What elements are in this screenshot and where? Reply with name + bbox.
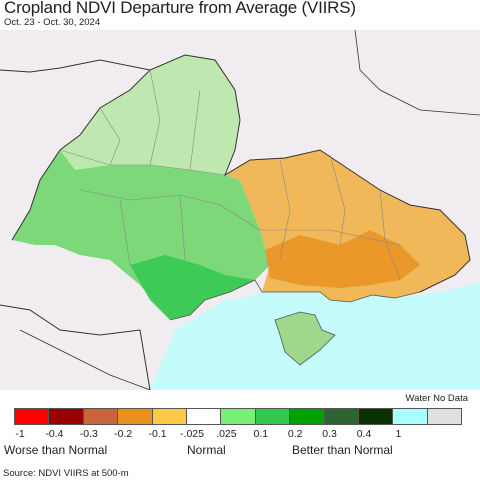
legend-swatch: [426, 408, 463, 425]
crimea: [275, 312, 335, 365]
legend-swatch: [14, 408, 50, 425]
neighbor-border-4: [354, 30, 480, 116]
legend-swatch: [151, 408, 187, 425]
legend-tick-label: 0.2: [287, 428, 303, 440]
oblast-boundaries: [59, 69, 401, 281]
no-data-label: Water No Data: [405, 393, 468, 404]
legend-swatch: [82, 408, 119, 425]
legend-better-label: Better than Normal: [292, 443, 393, 457]
legend-tick-label: .025: [216, 428, 237, 440]
map-date-range: Oct. 23 - Oct. 30, 2024: [4, 17, 101, 28]
legend-swatch: [48, 408, 84, 425]
legend-tick-label: -0.2: [114, 428, 133, 440]
legend-tick-label: -.025: [180, 428, 204, 440]
legend-tick-label: 1: [395, 428, 402, 440]
legend-swatch: [392, 408, 428, 425]
legend-tick-label: 0.1: [253, 428, 269, 440]
legend-tick-label: -1: [15, 428, 25, 440]
legend-swatch: [117, 408, 153, 425]
national-border: [11, 54, 471, 293]
legend-tick-label: 0.3: [322, 428, 337, 440]
legend-tick-label: -0.1: [148, 428, 167, 440]
map-title: Cropland NDVI Departure from Average (VI…: [4, 0, 356, 17]
legend-swatch: [323, 408, 359, 425]
legend-tick-label: -0.3: [79, 428, 98, 440]
legend-swatch: [254, 408, 291, 425]
legend-swatch: [358, 408, 394, 425]
neighbor-border-3: [19, 329, 151, 390]
legend-swatch: [220, 408, 256, 425]
ndvi-map: [0, 30, 480, 390]
neighbor-border-1: [0, 59, 151, 73]
legend-swatch: [186, 408, 222, 425]
region-north-mixed: [60, 55, 240, 175]
region-east-deep-orange: [265, 230, 420, 288]
legend-tick-label: -0.4: [45, 428, 64, 440]
legend-swatch: [289, 408, 325, 425]
crimea-outline: [274, 311, 336, 366]
neighbor-border-2: [0, 304, 151, 390]
source-note: Source: NDVI VIIRS at 500-m: [3, 468, 129, 479]
coastline: [169, 279, 421, 321]
legend-worse-label: Worse than Normal: [4, 443, 108, 457]
region-south-green: [130, 255, 255, 320]
legend-normal-label: Normal: [187, 443, 226, 457]
legend-tick-label: 0.4: [356, 428, 372, 440]
